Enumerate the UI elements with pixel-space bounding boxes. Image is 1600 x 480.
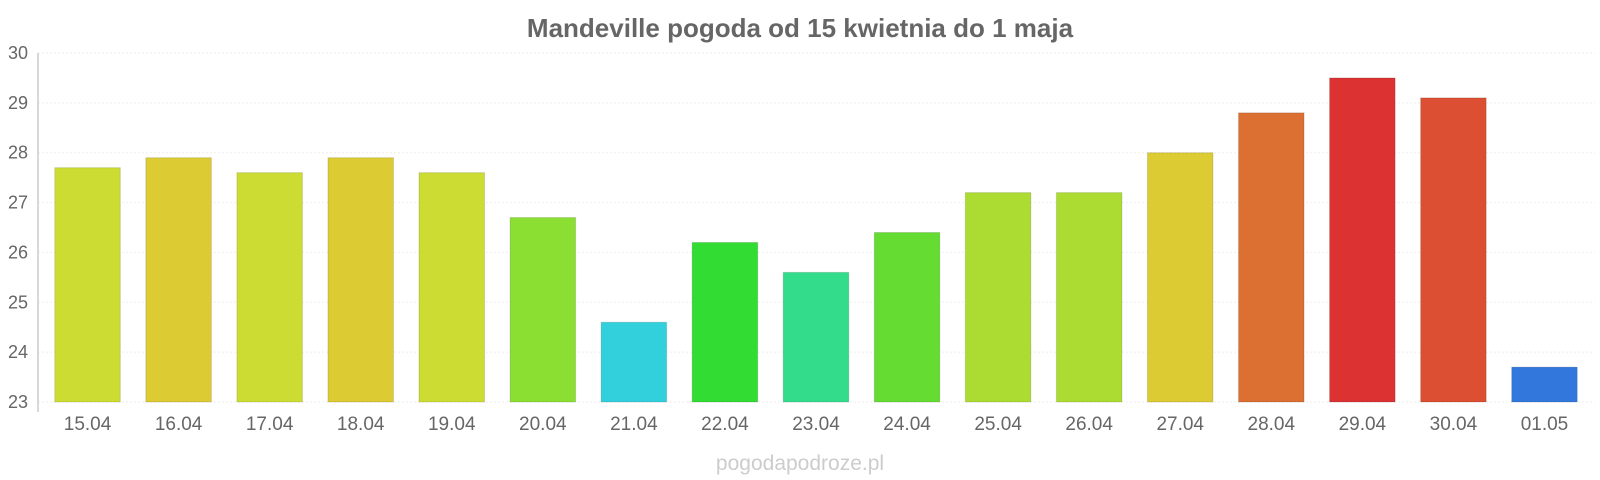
bar-18.04: [327, 157, 394, 403]
bar-30.04: [1420, 97, 1487, 403]
x-tick-label: 17.04: [246, 414, 294, 435]
bar-23.04: [782, 271, 850, 403]
y-tick-label: 27: [8, 193, 28, 213]
x-tick-label: 30.04: [1430, 414, 1478, 435]
y-tick-label: 30: [8, 43, 28, 63]
chart-title: Mandeville pogoda od 15 kwietnia do 1 ma…: [527, 13, 1074, 43]
bar-26.04: [1055, 192, 1123, 403]
y-tick-label: 24: [8, 342, 28, 362]
y-tick-label: 28: [8, 143, 28, 163]
y-axis-ticks: 23 24 25 26 27 28 29 30: [8, 43, 28, 412]
x-tick-label: 20.04: [519, 414, 567, 435]
bar-20.04: [509, 217, 577, 403]
x-tick-label: 28.04: [1248, 414, 1296, 435]
x-tick-label: 22.04: [701, 414, 749, 435]
x-tick-label: 26.04: [1065, 414, 1113, 435]
y-tick-label: 23: [8, 392, 28, 412]
x-tick-label: 29.04: [1339, 414, 1387, 435]
bar-17.04: [236, 172, 303, 403]
x-tick-label: 27.04: [1156, 414, 1204, 435]
x-tick-label: 21.04: [610, 414, 658, 435]
x-tick-label: 25.04: [974, 414, 1022, 435]
bar-19.04: [418, 172, 486, 403]
x-axis-ticks: 15.04 16.04 17.04 18.04 19.04 20.04 21.04 22.04…: [64, 414, 1568, 435]
x-tick-label: 23.04: [792, 414, 840, 435]
bar-22.04: [691, 241, 759, 403]
x-tick-label: 01.05: [1521, 414, 1569, 435]
x-tick-label: 19.04: [428, 414, 476, 435]
bars: [54, 77, 1578, 403]
y-tick-label: 29: [8, 93, 28, 113]
x-tick-label: 18.04: [337, 414, 385, 435]
bar-27.04: [1146, 152, 1214, 403]
bar-16.04: [145, 157, 212, 403]
bar-25.04: [964, 192, 1032, 403]
y-tick-label: 26: [8, 242, 28, 262]
x-tick-label: 16.04: [155, 414, 203, 435]
x-tick-label: 24.04: [883, 414, 931, 435]
y-tick-label: 25: [8, 292, 28, 312]
bar-28.04: [1238, 112, 1305, 403]
bar-15.04: [54, 167, 121, 403]
bar-21.04: [600, 321, 668, 403]
x-tick-label: 15.04: [64, 414, 112, 435]
watermark: pogodapodroze.pl: [716, 452, 884, 475]
bar-01.05: [1511, 366, 1578, 403]
bar-24.04: [873, 231, 941, 403]
bar-29.04: [1329, 77, 1396, 403]
